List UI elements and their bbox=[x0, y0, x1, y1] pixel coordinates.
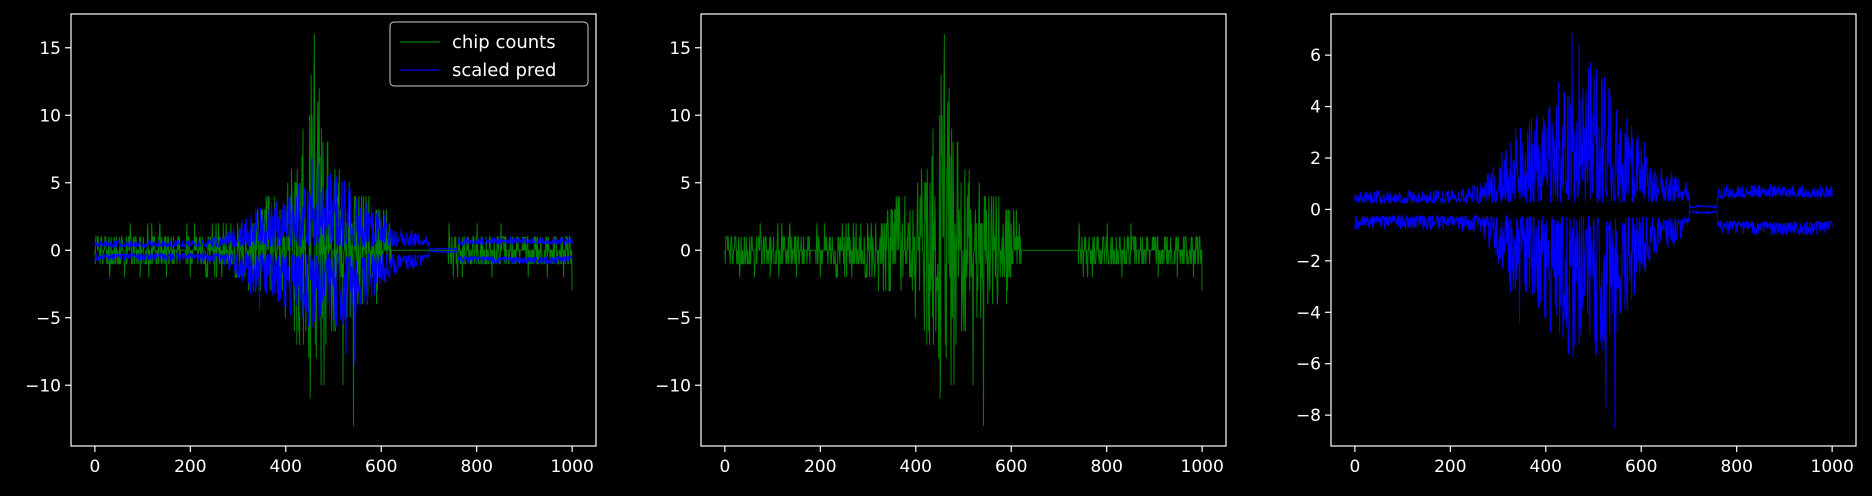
legend-label: scaled pred bbox=[452, 60, 556, 81]
x-tick-label: 200 bbox=[804, 457, 836, 477]
x-tick-label: 200 bbox=[174, 457, 206, 477]
axes-frame bbox=[70, 13, 597, 447]
x-tick-label: 600 bbox=[1625, 457, 1657, 477]
x-tick-label: 0 bbox=[719, 457, 730, 477]
plot-area bbox=[724, 34, 1203, 426]
y-tick-label: 2 bbox=[1310, 149, 1321, 169]
y-tick-label: −5 bbox=[36, 309, 61, 329]
y-tick-label: 5 bbox=[680, 174, 691, 194]
y-tick-label: −6 bbox=[1296, 355, 1321, 375]
y-tick-label: 4 bbox=[1310, 98, 1321, 118]
y-tick-label: 15 bbox=[39, 39, 61, 59]
x-tick-label: 0 bbox=[1349, 457, 1360, 477]
x-tick-label: 1000 bbox=[551, 457, 594, 477]
y-tick-label: 0 bbox=[1310, 200, 1321, 220]
series-line-pred-upper bbox=[1354, 32, 1833, 210]
x-tick-label: 400 bbox=[270, 457, 302, 477]
x-tick-label: 0 bbox=[89, 457, 100, 477]
y-tick-label: −5 bbox=[666, 309, 691, 329]
x-tick-label: 800 bbox=[460, 457, 492, 477]
subplot-3: 0 200 400 600 800 1000 −8 −6 −4 −2 0 2 4 6 bbox=[1296, 13, 1857, 477]
y-tick-label: −2 bbox=[1296, 252, 1321, 272]
x-tick-label: 1000 bbox=[1181, 457, 1224, 477]
y-tick-label: 5 bbox=[50, 174, 61, 194]
axes-frame bbox=[1330, 13, 1857, 447]
plot-area bbox=[1354, 32, 1833, 429]
x-tick-label: 200 bbox=[1434, 457, 1466, 477]
plot-area bbox=[94, 34, 573, 426]
x-tick-label: 1000 bbox=[1811, 457, 1854, 477]
y-tick-label: 0 bbox=[680, 241, 691, 261]
y-tick-label: −10 bbox=[25, 376, 61, 396]
x-tick-label: 600 bbox=[365, 457, 397, 477]
y-tick-label: −8 bbox=[1296, 406, 1321, 426]
series-line-counts bbox=[94, 34, 573, 426]
x-tick-label: 400 bbox=[1530, 457, 1562, 477]
series-line-pred-lower bbox=[94, 249, 573, 366]
y-tick-label: 15 bbox=[669, 39, 691, 59]
series-line-pred-upper bbox=[94, 157, 573, 251]
y-tick-label: 10 bbox=[669, 106, 691, 126]
y-tick-label: 10 bbox=[39, 106, 61, 126]
axes-frame bbox=[700, 13, 1227, 447]
x-tick-label: 600 bbox=[995, 457, 1027, 477]
series-line-pred-lower bbox=[1354, 209, 1833, 429]
y-tick-label: 0 bbox=[50, 241, 61, 261]
legend-label: chip counts bbox=[452, 32, 556, 53]
y-tick-label: 6 bbox=[1310, 46, 1321, 66]
x-tick-label: 800 bbox=[1720, 457, 1752, 477]
x-tick-label: 400 bbox=[900, 457, 932, 477]
legend: chip counts scaled pred bbox=[389, 21, 589, 87]
x-tick-label: 800 bbox=[1090, 457, 1122, 477]
y-tick-label: −4 bbox=[1296, 303, 1321, 323]
y-tick-label: −10 bbox=[655, 376, 691, 396]
subplot-2: 0 200 400 600 800 1000 −10 −5 0 5 10 15 bbox=[655, 13, 1227, 477]
series-line-counts bbox=[724, 34, 1203, 426]
subplot-1: 0 200 400 600 800 1000 −10 −5 0 5 10 15 chip counts s… bbox=[25, 13, 597, 477]
